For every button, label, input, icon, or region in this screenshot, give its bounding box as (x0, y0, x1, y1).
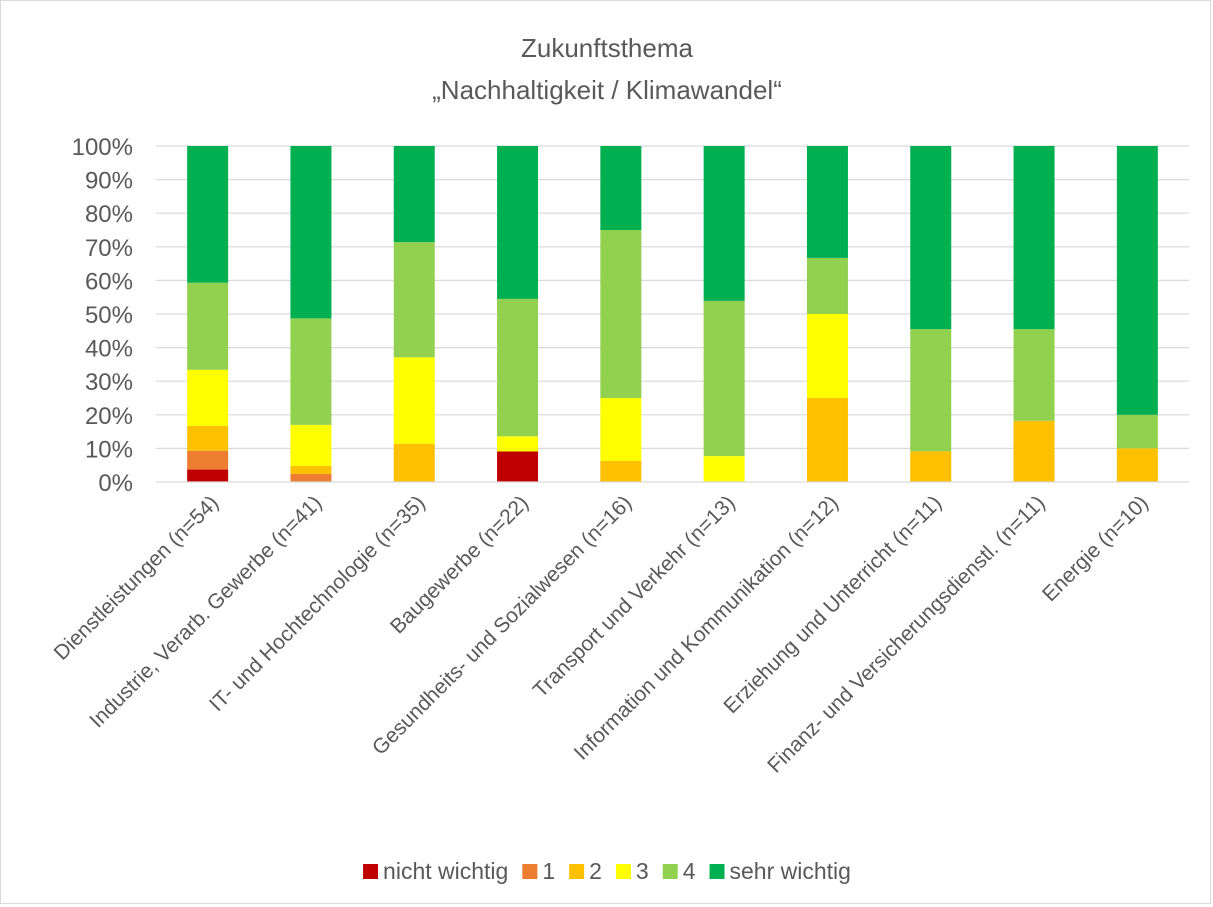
bar-segment (1013, 146, 1055, 330)
bar-segment (806, 314, 848, 398)
bar-segment (806, 146, 848, 258)
legend-label: 1 (542, 858, 555, 884)
y-tick-label: 60% (85, 268, 133, 295)
chart-title-line-2: „Nachhaltigkeit / Klimawandel“ (432, 75, 782, 105)
y-tick-label: 10% (85, 436, 133, 463)
bar-segment (1116, 448, 1158, 482)
bar-segment (703, 146, 745, 301)
bars (187, 146, 1158, 482)
bar-segment (497, 298, 539, 437)
bar-segment (1116, 146, 1158, 415)
legend-swatch (709, 864, 725, 879)
legend-swatch (569, 864, 585, 879)
legend-label: 4 (683, 858, 696, 884)
chart-title-line-1: Zukunftsthema (521, 33, 694, 63)
bar-segment (703, 456, 745, 482)
bar-segment (497, 451, 539, 482)
bar-segment (290, 465, 332, 474)
y-axis-tick-labels: 0% 10% 20% 30% 40% 50% 60% 70% 80% 90% 100% (72, 134, 133, 497)
bar-segment (497, 146, 539, 299)
bar-segment (187, 469, 229, 482)
bar-segment (910, 146, 952, 330)
bar-segment (290, 318, 332, 425)
y-tick-label: 90% (85, 168, 133, 195)
chart-title: Zukunftsthema „Nachhaltigkeit / Klimawan… (432, 33, 782, 105)
bar-segment (187, 282, 229, 370)
y-tick-label: 40% (85, 336, 133, 363)
y-tick-label: 80% (85, 201, 133, 228)
legend-label: sehr wichtig (730, 858, 851, 884)
bar-segment (187, 369, 229, 426)
x-tick-label: Dienstleistungen (n=54) (50, 491, 224, 665)
legend-swatch (522, 864, 538, 879)
legend-label: nicht wichtig (383, 858, 508, 884)
bar-segment (497, 436, 539, 452)
bar-segment (600, 461, 642, 482)
bar-segment (806, 398, 848, 482)
x-tick-label: Erziehung und Unterricht (n=11) (719, 491, 946, 718)
legend-label: 3 (636, 858, 649, 884)
y-tick-label: 0% (98, 470, 133, 497)
bar-segment (910, 329, 952, 452)
bar-segment (393, 146, 435, 243)
bar-segment (290, 473, 332, 482)
bar-segment (1013, 329, 1055, 421)
legend: nicht wichtig 1 2 3 4 sehr wichtig (363, 858, 851, 884)
y-tick-label: 50% (85, 302, 133, 329)
bar-segment (1013, 420, 1055, 482)
y-tick-label: 30% (85, 369, 133, 396)
x-tick-label: IT- und Hochtechnologie (n=35) (205, 491, 430, 716)
legend-swatch (662, 864, 678, 879)
bar-segment (600, 146, 642, 230)
x-axis-category-labels: Dienstleistungen (n=54)Industrie, Verarb… (50, 491, 1153, 777)
bar-segment (910, 451, 952, 482)
bar-segment (290, 146, 332, 319)
bar-segment (806, 257, 848, 314)
bar-segment (393, 357, 435, 444)
y-tick-label: 100% (72, 134, 133, 161)
y-tick-label: 20% (85, 403, 133, 430)
bar-segment (393, 242, 435, 358)
x-tick-label: Industrie, Verarb. Gewerbe (n=41) (85, 491, 326, 732)
bar-segment (1116, 414, 1158, 449)
y-tick-label: 70% (85, 235, 133, 262)
bar-segment (703, 300, 745, 457)
bar-segment (187, 146, 229, 283)
x-tick-label: Energie (n=10) (1038, 491, 1153, 606)
bar-segment (290, 424, 332, 466)
bar-segment (393, 443, 435, 482)
bar-segment (187, 450, 229, 470)
legend-swatch (363, 864, 379, 879)
x-tick-label: Transport und Verkehr (n=13) (529, 491, 740, 702)
bar-segment (600, 230, 642, 398)
bar-segment (600, 398, 642, 461)
legend-swatch (615, 864, 631, 879)
bar-segment (187, 425, 229, 451)
legend-label: 2 (589, 858, 602, 884)
